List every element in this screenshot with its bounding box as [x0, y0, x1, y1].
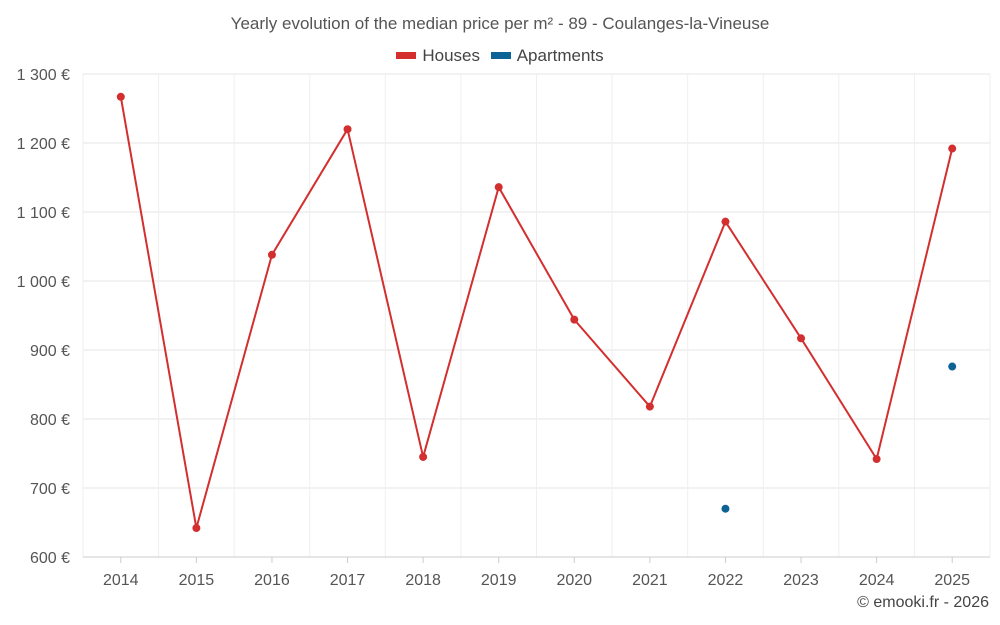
data-point-houses: [343, 125, 352, 134]
legend-label-houses: Houses: [422, 45, 480, 65]
legend-item-houses[interactable]: Houses: [396, 46, 480, 66]
legend-swatch-apartments: [490, 52, 511, 59]
x-tick-label: 2014: [103, 572, 139, 589]
y-tick-label: 1 100 €: [17, 205, 70, 222]
legend-swatch-houses: [396, 52, 417, 59]
data-point-houses: [797, 334, 806, 343]
x-tick-label: 2023: [783, 572, 819, 589]
x-tick-label: 2016: [254, 572, 290, 589]
x-tick-label: 2015: [179, 572, 215, 589]
series-line-houses: [119, 96, 954, 530]
x-tick-label: 2025: [934, 572, 970, 589]
data-point-houses: [948, 144, 957, 153]
y-tick-label: 1 300 €: [17, 67, 70, 84]
y-tick-label: 800 €: [30, 412, 70, 429]
x-tick-label: 2024: [859, 572, 895, 589]
data-point-houses: [419, 452, 428, 461]
gridlines: [82, 73, 991, 557]
credit-text: © emooki.fr - 2026: [857, 594, 989, 611]
data-point-apartments: [948, 362, 957, 371]
data-point-houses: [116, 92, 125, 101]
data-point-houses: [267, 250, 276, 259]
x-tick-label: 2020: [556, 572, 592, 589]
legend-label-apartments: Apartments: [516, 45, 604, 65]
data-point-houses: [645, 402, 654, 411]
data-point-houses: [872, 455, 881, 464]
x-tick-label: 2018: [405, 572, 441, 589]
x-tick-label: 2022: [708, 572, 744, 589]
data-point-houses: [570, 315, 579, 324]
data-point-houses: [721, 217, 730, 226]
chart-title: Yearly evolution of the median price per…: [230, 14, 770, 33]
data-point-apartments: [721, 504, 730, 513]
x-tick-label: 2019: [481, 572, 517, 589]
y-tick-label: 1 000 €: [17, 274, 70, 291]
data-point-houses: [192, 524, 201, 533]
legend-item-apartments[interactable]: Apartments: [490, 45, 604, 66]
legend: Houses Apartments: [0, 44, 1000, 66]
x-tick-label: 2021: [632, 572, 668, 589]
y-tick-label: 900 €: [30, 343, 70, 360]
y-tick-label: 700 €: [30, 481, 70, 498]
y-tick-label: 1 200 €: [17, 136, 70, 153]
x-tick-label: 2017: [330, 572, 366, 589]
y-tick-label: 600 €: [30, 550, 70, 567]
data-point-houses: [494, 183, 503, 192]
